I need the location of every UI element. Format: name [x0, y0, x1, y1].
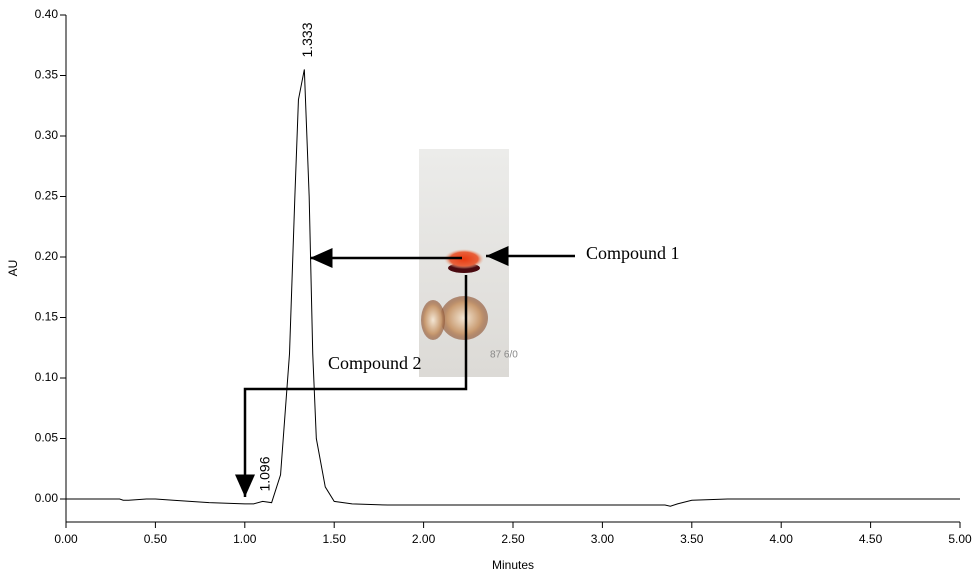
x-axis-label: Minutes	[492, 558, 534, 572]
y-tick-label: 0.15	[35, 310, 59, 324]
y-tick-label: 0.35	[35, 68, 59, 82]
y-tick-label: 0.25	[35, 189, 59, 203]
peak-label: 1.333	[299, 22, 315, 57]
y-tick-label: 0.05	[35, 431, 59, 445]
arrow	[235, 275, 468, 497]
y-tick-label: 0.30	[35, 128, 59, 142]
tlc-plate: 87 6/0	[419, 149, 518, 377]
x-tick-label: 2.50	[501, 532, 525, 546]
x-tick-label: 4.00	[770, 532, 794, 546]
y-tick-label: 0.20	[35, 249, 59, 263]
y-axis-label: AU	[6, 260, 20, 277]
y-tick-label: 0.00	[35, 491, 59, 505]
x-tick-label: 2.00	[412, 532, 436, 546]
y-tick-label: 0.10	[35, 370, 59, 384]
annotation: Compound 2	[328, 353, 422, 373]
x-tick-label: 1.50	[323, 532, 347, 546]
x-tick-label: 0.50	[144, 532, 168, 546]
peak-label: 1.096	[257, 456, 273, 491]
svg-text:87 6/0: 87 6/0	[490, 350, 518, 361]
annotation: Compound 1	[586, 243, 680, 263]
x-tick-label: 3.00	[591, 532, 615, 546]
x-tick-label: 3.50	[680, 532, 704, 546]
x-tick-label: 4.50	[859, 532, 883, 546]
x-tick-label: 1.00	[233, 532, 257, 546]
x-tick-label: 0.00	[54, 532, 78, 546]
chromatogram-line	[66, 69, 960, 507]
y-tick-label: 0.40	[35, 7, 59, 21]
x-tick-label: 5.00	[948, 532, 972, 546]
